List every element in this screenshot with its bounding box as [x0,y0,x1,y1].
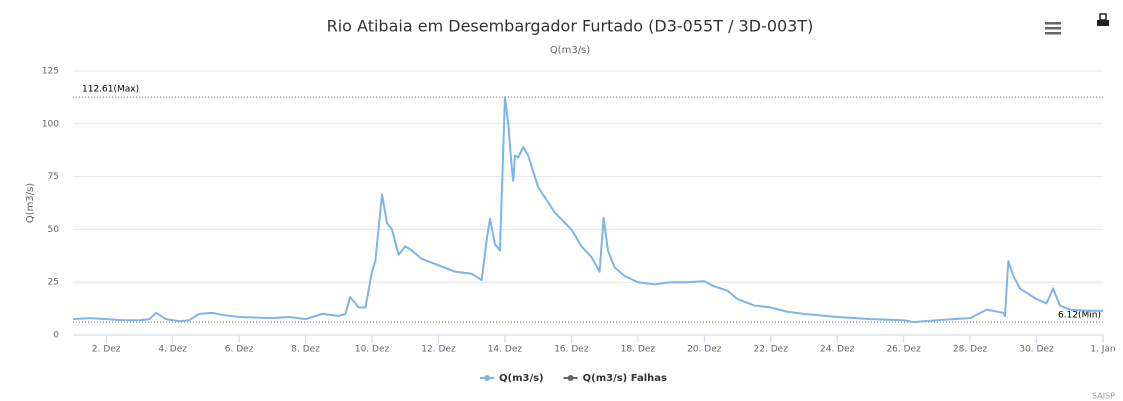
y-tick-label: 125 [42,67,59,77]
y-tick-label: 75 [48,172,59,182]
x-tick-label: 30. Dez [1019,345,1054,355]
x-tick-label: 1. Jan [1090,345,1115,355]
x-tick-label: 16. Dez [554,345,589,355]
x-tick-label: 14. Dez [488,345,523,355]
y-axis-label: Q(m3/s) [25,183,36,223]
x-tick-label: 4. Dez [158,345,187,355]
plot-line-label: 6.12(Min) [1058,311,1101,321]
x-tick-label: 2. Dez [92,345,121,355]
print-icon [1097,20,1109,26]
legend-label: Q(m3/s) [499,373,544,384]
menu-bar [1045,32,1061,35]
y-tick-label: 25 [48,278,59,288]
x-tick-label: 10. Dez [355,345,390,355]
x-tick-label: 18. Dez [621,345,656,355]
x-tick-label: 24. Dez [820,345,855,355]
menu-button[interactable] [1045,22,1061,35]
x-tick-label: 8. Dez [291,345,320,355]
chart-subtitle: Q(m3/s) [550,45,590,56]
x-tick-label: 20. Dez [687,345,722,355]
menu-bar [1045,22,1061,25]
credits: SAISP [1092,392,1115,401]
y-tick-label: 0 [53,331,59,341]
data-line [72,96,1103,324]
y-tick-label: 100 [42,119,59,129]
print-button[interactable] [1097,13,1109,26]
x-tick-label: 28. Dez [953,345,988,355]
chart-title: Rio Atibaia em Desembargador Furtado (D3… [327,17,814,36]
plot-line-label: 112.61(Max) [82,85,139,95]
print-icon [1099,13,1107,21]
legend-marker [567,375,574,381]
y-tick-label: 50 [48,225,60,235]
x-tick-label: 22. Dez [754,345,789,355]
x-tick-label: 6. Dez [225,345,254,355]
x-tick-label: 12. Dez [421,345,456,355]
legend-label: Q(m3/s) Falhas [583,373,667,384]
legend-marker [484,375,490,381]
menu-bar [1045,27,1061,30]
x-tick-label: 26. Dez [886,345,921,355]
